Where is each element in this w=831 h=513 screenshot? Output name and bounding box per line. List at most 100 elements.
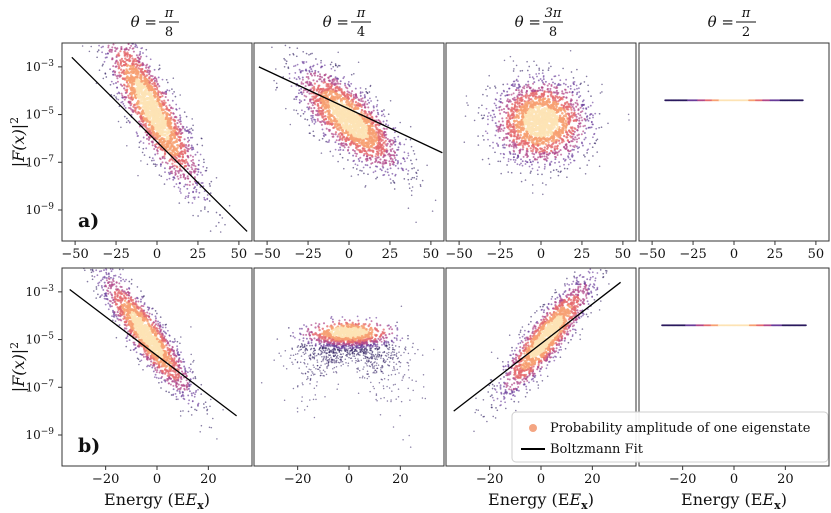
scatter-point (162, 137, 165, 141)
scatter-point (177, 125, 180, 128)
scatter-point (568, 91, 571, 94)
scatter-point (571, 135, 574, 138)
scatter-point (381, 165, 384, 168)
scatter-point (553, 75, 556, 78)
scatter-point (350, 118, 354, 122)
scatter-point (397, 167, 400, 170)
scatter-point (129, 78, 133, 81)
scatter-point (529, 92, 533, 95)
scatter-point (145, 147, 148, 150)
scatter-point (148, 81, 152, 84)
scatter-point (108, 27, 110, 29)
scatter-point (187, 194, 190, 197)
scatter-point (330, 67, 333, 70)
scatter-point (366, 144, 369, 148)
scatter-point (522, 155, 525, 158)
scatter-point (169, 167, 172, 170)
scatter-point (389, 164, 392, 167)
scatter-point (480, 114, 483, 117)
scatter-point (121, 94, 124, 97)
scatter-point (111, 48, 114, 52)
scatter-point (193, 198, 196, 200)
scatter-point (215, 211, 218, 214)
scatter-point (204, 206, 206, 208)
scatter-point (540, 93, 543, 96)
scatter-point (564, 126, 568, 130)
scatter-point (107, 46, 110, 49)
scatter-point (362, 123, 366, 127)
scatter-point (521, 98, 524, 101)
scatter-point (587, 90, 590, 93)
scatter-point (173, 167, 176, 170)
scatter-point (363, 94, 366, 97)
scatter-point (162, 140, 165, 143)
scatter-point (175, 138, 179, 141)
scatter-point (477, 144, 480, 146)
scatter-point (565, 96, 568, 99)
scatter-point (342, 142, 345, 145)
scatter-point (312, 109, 315, 112)
scatter-point (193, 196, 196, 199)
scatter-point (357, 120, 361, 124)
scatter-point (334, 133, 337, 136)
scatter-point (342, 149, 345, 152)
scatter-point (519, 133, 522, 137)
scatter-point (297, 76, 300, 78)
scatter-point (136, 46, 139, 49)
scatter-point (300, 91, 303, 94)
scatter-point (341, 138, 344, 142)
scatter-point (495, 129, 498, 132)
scatter-point (528, 120, 531, 124)
title-denominator: 4 (357, 25, 365, 40)
scatter-point (100, 3, 102, 5)
scatter-point (348, 93, 351, 97)
scatter-point (301, 60, 304, 63)
scatter-point (384, 136, 388, 139)
scatter-point (119, 63, 122, 66)
scatter-point (142, 142, 145, 144)
scatter-point (386, 142, 389, 145)
scatter-point (151, 112, 155, 116)
scatter-point (179, 128, 182, 131)
scatter-point (376, 111, 379, 114)
scatter-point (361, 131, 365, 135)
scatter-point (368, 157, 371, 160)
scatter-point (551, 151, 554, 154)
scatter-point (144, 122, 147, 126)
scatter-point (132, 110, 135, 114)
scatter-point (127, 96, 131, 99)
scatter-point (596, 151, 599, 153)
scatter-point (133, 41, 135, 43)
scatter-point (363, 172, 365, 175)
scatter-point (303, 61, 305, 63)
scatter-point (123, 16, 125, 18)
scatter-point (393, 136, 396, 139)
scatter-point (125, 88, 129, 91)
scatter-point (520, 103, 524, 106)
scatter-point (498, 126, 501, 129)
scatter-point (145, 126, 148, 130)
scatter-point (359, 169, 361, 172)
scatter-point (358, 160, 361, 162)
scatter-point (375, 152, 378, 156)
scatter-point (503, 110, 506, 114)
scatter-point (355, 152, 358, 155)
scatter-point (184, 197, 187, 200)
scatter-point (115, 65, 118, 68)
scatter-point (113, 94, 116, 97)
scatter-point (501, 117, 504, 120)
scatter-point (549, 87, 552, 90)
scatter-point (314, 72, 317, 75)
scatter-point (184, 129, 187, 132)
scatter-point (178, 167, 182, 171)
scatter-point (354, 96, 357, 100)
scatter-point (370, 122, 374, 126)
scatter-point (350, 130, 353, 134)
scatter-point (386, 171, 389, 174)
scatter-point (511, 102, 514, 106)
scatter-point (338, 139, 341, 142)
scatter-point (175, 165, 178, 168)
scatter-point (339, 142, 342, 146)
scatter-point (102, 26, 104, 28)
scatter-point (122, 39, 124, 41)
